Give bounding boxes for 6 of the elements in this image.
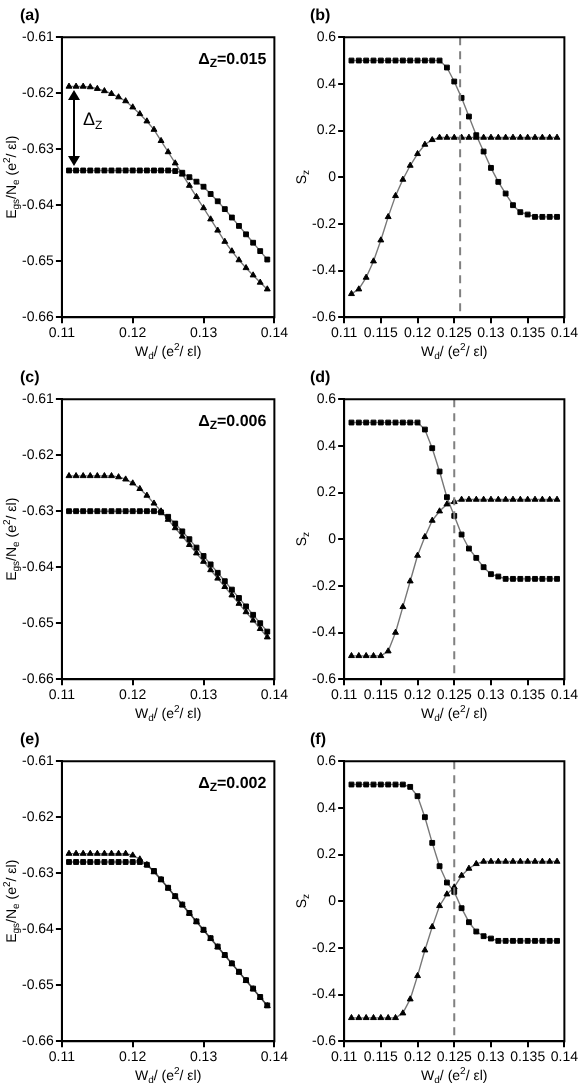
chart-title: (a) [20,6,41,25]
chart-title: (f) [310,730,327,749]
chart-title: (e) [20,730,41,749]
chart-title: (d) [310,368,332,387]
chart-title: (b) [310,6,332,25]
chart-title: (c) [20,368,41,387]
